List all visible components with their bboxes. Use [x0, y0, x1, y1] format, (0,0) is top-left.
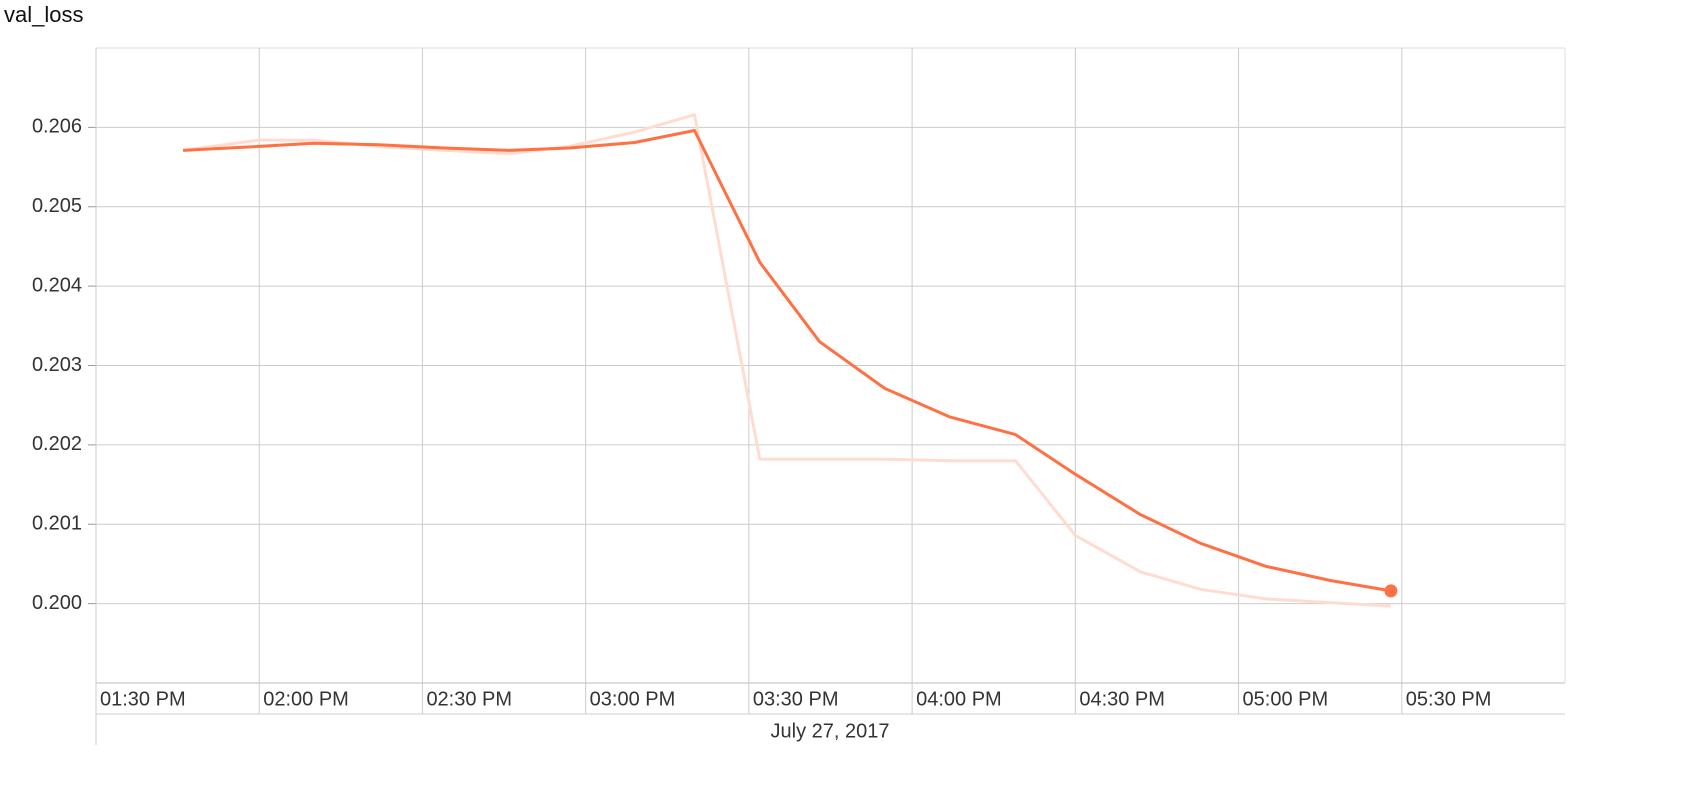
y-tick-label: 0.202 [32, 433, 82, 455]
chart-title: val_loss [4, 2, 83, 27]
x-tick-label: 05:00 PM [1243, 688, 1329, 710]
x-tick-label: 05:30 PM [1406, 688, 1492, 710]
y-tick-label: 0.201 [32, 513, 82, 535]
end-point [1384, 584, 1398, 598]
x-tick-label: 03:30 PM [753, 688, 839, 710]
x-tick-label: 02:00 PM [263, 688, 349, 710]
y-tick-label: 0.200 [32, 592, 82, 614]
x-date-label: July 27, 2017 [771, 720, 890, 742]
x-tick-label: 04:00 PM [916, 688, 1002, 710]
y-tick-label: 0.205 [32, 195, 82, 217]
x-tick-label: 02:30 PM [426, 688, 512, 710]
x-tick-label: 03:00 PM [590, 688, 676, 710]
y-tick-label: 0.203 [32, 354, 82, 376]
y-tick-label: 0.206 [32, 116, 82, 138]
line-series [183, 129, 1392, 593]
x-tick-label: 01:30 PM [100, 688, 186, 710]
y-tick-label: 0.204 [32, 274, 82, 296]
line-series [182, 113, 1391, 608]
x-tick-label: 04:30 PM [1079, 688, 1165, 710]
